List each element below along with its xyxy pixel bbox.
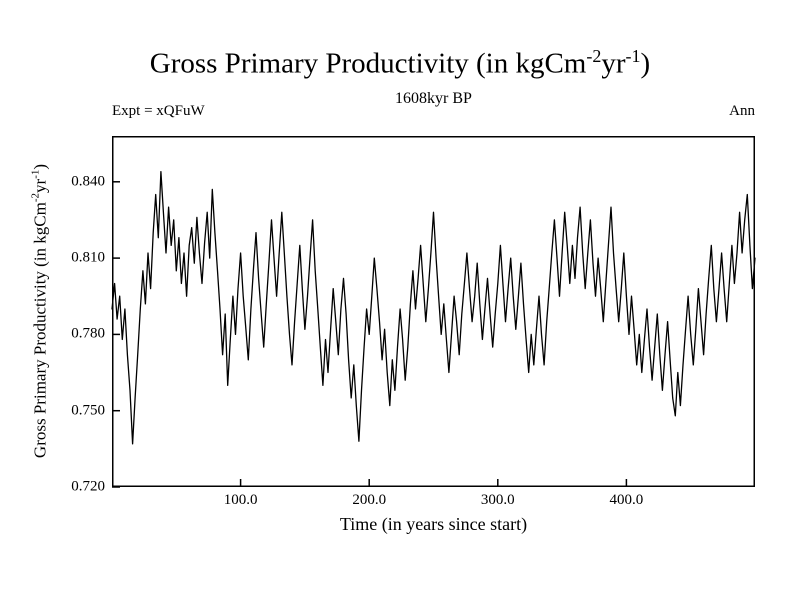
chart-title-exponent-2: -1 [625, 46, 641, 66]
x-tick-label: 400.0 [609, 492, 644, 508]
chart-title: Gross Primary Productivity (in kgCm-2yr-… [0, 46, 800, 81]
y-axis-label-units-mid: yr [30, 178, 50, 193]
y-axis-label-exponent-2: -1 [29, 169, 42, 179]
chart-title-exponent-1: -2 [586, 46, 602, 66]
y-axis-label-exponent-1: -2 [29, 192, 42, 203]
chart-title-text: Gross Primary Productivity (in kgCm [149, 47, 587, 80]
x-tick-label: 200.0 [352, 492, 387, 508]
y-tick-label: 0.750 [71, 402, 105, 419]
y-tick-label: 0.720 [71, 478, 105, 495]
experiment-label: Expt = xQFuW [112, 103, 205, 119]
chart-subtitle: 1608kyr BP [395, 90, 472, 107]
plot-frame [112, 136, 755, 487]
x-tick-label: 100.0 [223, 492, 258, 508]
chart-title-units-mid: yr [601, 47, 626, 80]
y-tick-label: 0.780 [71, 325, 105, 342]
period-label: Ann [729, 103, 755, 119]
gpp-series-line [111, 170, 756, 445]
y-tick-label: 0.840 [71, 173, 105, 190]
x-tick-label: 300.0 [480, 492, 515, 508]
y-tick-label: 0.810 [71, 249, 105, 266]
x-axis-label: Time (in years since start) [339, 514, 528, 534]
y-axis-label: Gross Primary Productivity (in kgCm-2yr-… [30, 164, 51, 458]
plot-area: 100.0 200.0 300.0 400.0 0.720 0.750 0.780 0.810… [71, 136, 756, 508]
plot-canvas [111, 136, 756, 488]
y-axis-label-close: ) [30, 163, 50, 170]
chart-title-close: ) [640, 47, 651, 80]
y-axis-label-text: Gross Primary Productivity (in kgCm [30, 202, 50, 459]
